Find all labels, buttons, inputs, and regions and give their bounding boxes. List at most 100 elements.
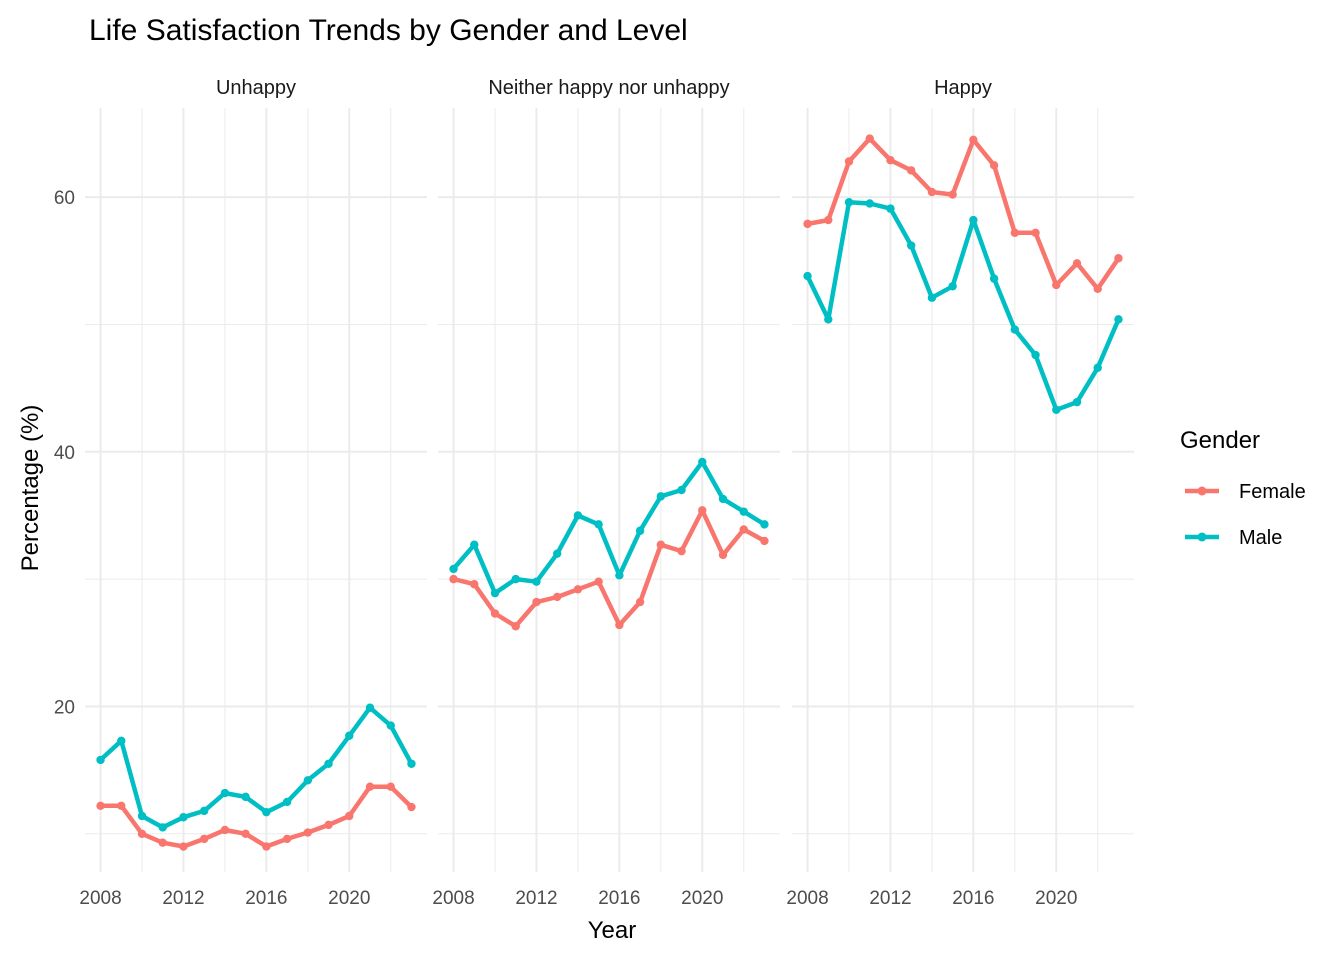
x-tick-label: 2008 xyxy=(786,888,828,909)
data-point-female xyxy=(511,622,520,631)
series-line-male xyxy=(805,199,1121,413)
legend-key-point xyxy=(1197,532,1207,542)
data-point-male xyxy=(739,507,748,516)
data-point-female xyxy=(635,597,645,607)
legend-label: Female xyxy=(1239,481,1306,503)
data-point-female xyxy=(615,620,624,630)
data-point-female xyxy=(407,802,416,812)
x-tick-label: 2012 xyxy=(869,888,911,909)
data-point-female xyxy=(324,820,333,830)
data-point-female xyxy=(303,828,313,837)
data-point-male xyxy=(303,776,313,785)
data-point-male xyxy=(656,492,666,501)
data-point-male xyxy=(552,549,562,558)
data-point-male xyxy=(989,274,999,283)
data-point-male xyxy=(158,823,167,832)
data-point-female xyxy=(345,811,354,821)
data-point-male xyxy=(803,271,812,281)
facet-strip-label: Unhappy xyxy=(216,77,296,99)
data-point-female xyxy=(969,135,978,145)
series-line-female xyxy=(98,784,414,849)
data-point-male xyxy=(969,215,978,225)
y-tick-label: 20 xyxy=(54,697,75,718)
data-point-male xyxy=(906,241,916,250)
data-point-male xyxy=(573,511,583,520)
data-point-male xyxy=(117,736,126,746)
data-point-female xyxy=(760,536,769,546)
data-point-female xyxy=(824,215,833,225)
data-point-female xyxy=(96,801,105,810)
data-point-female xyxy=(865,134,874,143)
data-point-female xyxy=(158,838,167,847)
data-point-female xyxy=(739,525,748,534)
y-tick-label: 40 xyxy=(54,443,75,464)
data-point-male xyxy=(386,721,395,730)
legend-key-point xyxy=(1197,486,1207,496)
data-point-male xyxy=(824,315,833,324)
legend-label: Male xyxy=(1239,527,1282,549)
data-point-male xyxy=(1114,315,1123,324)
x-tick-label: 2016 xyxy=(598,888,640,909)
data-point-male xyxy=(220,788,230,798)
data-point-male xyxy=(1072,397,1082,407)
data-point-female xyxy=(179,842,188,851)
data-point-female xyxy=(594,577,603,586)
data-point-male xyxy=(407,759,416,768)
data-point-female xyxy=(365,782,375,791)
data-point-male xyxy=(262,807,271,817)
data-point-male xyxy=(532,577,541,586)
data-point-male xyxy=(449,564,458,574)
data-point-female xyxy=(573,585,583,594)
data-point-female xyxy=(677,546,686,556)
data-point-male xyxy=(927,293,937,302)
data-point-female xyxy=(137,829,147,838)
series-line-male xyxy=(98,705,414,830)
data-point-female xyxy=(220,825,230,835)
data-point-female xyxy=(886,156,895,165)
data-point-male xyxy=(886,204,895,213)
data-point-male xyxy=(365,703,375,712)
data-point-male xyxy=(1031,350,1040,360)
data-point-female xyxy=(117,801,126,810)
x-tick-label: 2012 xyxy=(515,888,557,909)
data-point-male xyxy=(677,485,686,495)
data-point-female xyxy=(1052,280,1061,290)
facet-strip-label: Happy xyxy=(934,77,992,99)
data-point-female xyxy=(844,157,854,166)
data-point-male xyxy=(594,520,603,529)
data-point-male xyxy=(490,588,500,598)
data-point-female xyxy=(470,580,479,589)
chart-title: Life Satisfaction Trends by Gender and L… xyxy=(89,14,688,47)
data-point-male xyxy=(324,759,333,768)
data-point-female xyxy=(989,161,999,170)
legend-entry-female: Female xyxy=(1185,481,1306,503)
data-point-female xyxy=(1031,228,1040,237)
data-point-male xyxy=(948,282,957,291)
data-point-female xyxy=(1010,228,1020,237)
data-point-female xyxy=(1114,254,1123,263)
data-point-male xyxy=(1052,405,1061,414)
data-point-male xyxy=(718,494,728,504)
data-point-female xyxy=(262,842,271,851)
data-point-female xyxy=(282,834,292,844)
data-point-female xyxy=(532,597,541,607)
data-point-female xyxy=(698,506,707,515)
data-point-female xyxy=(1093,284,1102,294)
x-axis-title: Year xyxy=(588,917,637,944)
data-point-male xyxy=(179,813,188,822)
data-point-female xyxy=(552,592,562,602)
data-point-male xyxy=(760,520,769,529)
data-point-male xyxy=(511,574,520,584)
panel-neither-happy-nor-unhappy: Neither happy nor unhappy 2008 2012 2016 202… xyxy=(432,77,780,909)
data-point-female xyxy=(386,782,395,791)
series-line-female xyxy=(805,136,1121,292)
x-tick-label: 2020 xyxy=(1035,888,1077,909)
data-point-male xyxy=(844,198,854,207)
data-point-female xyxy=(948,190,957,199)
series-line-male xyxy=(451,459,767,596)
data-point-male xyxy=(345,731,354,740)
data-point-male xyxy=(615,571,624,580)
y-tick-label: 60 xyxy=(54,188,75,209)
